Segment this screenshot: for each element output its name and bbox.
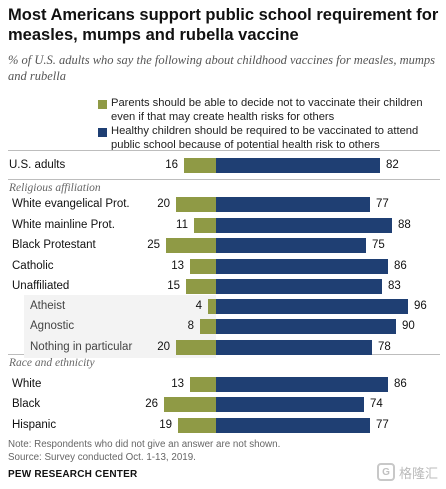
category-label: Black <box>12 398 41 410</box>
value-label-required: 86 <box>394 378 407 390</box>
bar-required <box>216 259 388 274</box>
category-label: Unaffiliated <box>12 280 70 292</box>
legend-label: Healthy children should be required to b… <box>111 125 419 151</box>
watermark-logo-icon: G <box>376 463 395 481</box>
category-label: White evangelical Prot. <box>12 198 130 210</box>
bar-parents-decide <box>208 299 216 314</box>
value-label-parents-decide: 11 <box>176 219 188 231</box>
bar-parents-decide <box>200 319 216 334</box>
value-label-parents-decide: 16 <box>165 159 178 171</box>
value-label-parents-decide: 26 <box>145 398 158 410</box>
bar-required <box>216 299 408 314</box>
bar-required <box>216 397 364 412</box>
bar-parents-decide <box>190 377 216 392</box>
value-label-required: 75 <box>372 239 385 251</box>
category-label: Nothing in particular <box>30 341 133 353</box>
chart-title: Most Americans support public school req… <box>8 6 439 44</box>
value-label-required: 77 <box>376 198 389 210</box>
value-label-required: 82 <box>386 159 399 171</box>
value-label-parents-decide: 19 <box>159 419 172 431</box>
value-label-required: 74 <box>370 398 383 410</box>
category-label: Catholic <box>12 260 54 272</box>
bar-required <box>216 158 380 173</box>
value-label-required: 83 <box>388 280 401 292</box>
bar-parents-decide <box>176 197 216 212</box>
value-label-parents-decide: 15 <box>167 280 180 292</box>
bar-parents-decide <box>184 158 216 173</box>
sub-row-background <box>24 315 216 337</box>
value-label-required: 88 <box>398 219 411 231</box>
chart-source: Source: Survey conducted Oct. 1-13, 2019… <box>8 452 196 463</box>
value-label-parents-decide: 20 <box>157 198 170 210</box>
value-label-required: 86 <box>394 260 407 272</box>
section-label: Race and ethnicity <box>9 357 95 369</box>
value-label-required: 77 <box>376 419 389 431</box>
bar-parents-decide <box>164 397 216 412</box>
value-label-parents-decide: 25 <box>147 239 160 251</box>
bar-required <box>216 319 396 334</box>
value-label-required: 90 <box>402 320 415 332</box>
bar-parents-decide <box>178 418 216 433</box>
separator-line <box>8 150 440 151</box>
bar-required <box>216 418 370 433</box>
chart-subtitle: % of U.S. adults who say the following a… <box>8 53 436 83</box>
watermark: G 格隆汇 <box>376 461 438 483</box>
source-org: PEW RESEARCH CENTER <box>8 469 138 480</box>
bar-required <box>216 340 372 355</box>
bar-parents-decide <box>190 259 216 274</box>
sub-row-background <box>24 295 216 317</box>
chart-note: Note: Respondents who did not give an an… <box>8 439 281 450</box>
legend-swatch-green <box>98 100 107 109</box>
category-label: Atheist <box>30 300 66 312</box>
category-label: White <box>12 378 42 390</box>
value-label-parents-decide: 4 <box>195 300 202 312</box>
section-label: Religious affiliation <box>9 182 101 194</box>
value-label-parents-decide: 13 <box>171 260 184 272</box>
value-label-parents-decide: 13 <box>171 378 184 390</box>
bar-required <box>216 279 382 294</box>
bar-parents-decide <box>176 340 216 355</box>
legend-swatch-blue <box>98 128 107 137</box>
value-label-required: 78 <box>378 341 391 353</box>
separator-line <box>8 179 440 180</box>
bar-required <box>216 218 392 233</box>
bar-required <box>216 197 370 212</box>
value-label-parents-decide: 20 <box>157 341 170 353</box>
sub-row-background <box>24 336 216 358</box>
category-label: U.S. adults <box>9 159 66 171</box>
watermark-text: 格隆汇 <box>398 465 438 481</box>
category-label: Black Protestant <box>12 239 96 251</box>
category-label: Agnostic <box>30 320 75 332</box>
bar-parents-decide <box>186 279 216 294</box>
category-label: White mainline Prot. <box>12 219 115 231</box>
category-label: Hispanic <box>12 419 57 431</box>
legend-label: Parents should be able to decide not to … <box>111 97 423 123</box>
value-label-parents-decide: 8 <box>187 320 194 332</box>
bar-required <box>216 238 366 253</box>
bar-required <box>216 377 388 392</box>
value-label-required: 96 <box>414 300 427 312</box>
bar-parents-decide <box>194 218 216 233</box>
bar-parents-decide <box>166 238 216 253</box>
